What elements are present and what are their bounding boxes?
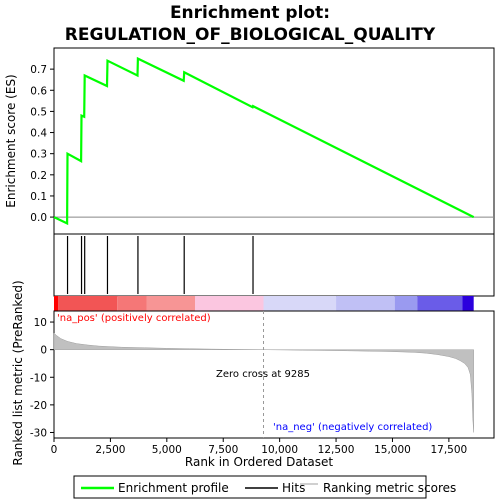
positive-correlation-label: 'na_pos' (positively correlated) [57,313,211,324]
rank-y-axis: 10 0 -10 -20 -30 [30,317,54,439]
zero-cross-label: Zero cross at 9285 [216,369,310,380]
es-panel-frame [53,47,495,235]
x-tick-label: 7,500 [208,444,238,456]
rank-y-tick-label: -10 [30,372,47,384]
es-y-tick-label: 0.5 [30,106,47,118]
colorbar-segment [336,296,395,311]
colorbar-segment [58,296,118,311]
legend-ranking-label: Ranking metric scores [323,481,456,495]
colorbar-segment [462,296,474,311]
enrichment-profile-line [53,56,475,226]
es-y-axis: 0.0 0.1 0.2 0.3 0.4 0.5 0.6 0.7 [30,64,54,224]
colorbar-segment [117,296,147,311]
es-y-tick-label: 0.4 [30,128,47,140]
x-tick-label: 12,500 [318,444,355,456]
hits-marks [66,236,254,294]
colorbar-segment [146,296,196,311]
ranking-metric-area [53,332,474,433]
es-y-tick-label: 0.2 [30,170,47,182]
x-axis-label: Rank in Ordered Dataset [185,455,333,469]
negative-correlation-label: 'na_neg' (negatively correlated) [273,422,432,433]
x-tick-label: 0 [51,444,58,456]
legend-enrichment-label: Enrichment profile [118,481,229,495]
x-tick-label: 2,500 [95,444,125,456]
rank-y-tick-label: 0 [40,345,47,357]
ranking-panel-frame [53,310,495,439]
rank-y-axis-label: Ranked list metric (PreRanked) [11,280,25,465]
legend-hits-label: Hits [282,481,305,495]
x-tick-label: 15,000 [374,444,411,456]
rank-y-tick-label: 10 [34,317,47,329]
x-tick-label: 17,500 [430,444,467,456]
colorbar-segment [195,296,264,311]
rank-colorbar [54,296,474,311]
legend: Enrichment profile Hits Ranking metric s… [73,475,456,499]
rank-y-tick-label: -30 [30,427,47,439]
legend-frame [73,475,427,499]
x-tick-label: 10,000 [261,444,298,456]
hits-panel-frame [53,233,495,297]
es-y-tick-label: 0.1 [30,191,47,203]
colorbar-segment [54,296,59,311]
es-y-tick-label: 0.7 [30,64,47,76]
colorbar-segment [394,296,418,311]
es-y-tick-label: 0.6 [30,85,47,97]
colorbar-segment [417,296,463,311]
x-axis: 0 2,500 5,000 7,500 10,000 12,500 15,000 17,500 [51,438,467,456]
chart-title-line2: REGULATION_OF_BIOLOGICAL_QUALITY [65,25,436,45]
es-y-axis-label: Enrichment score (ES) [4,74,18,207]
rank-y-tick-label: -20 [30,400,47,412]
x-tick-label: 5,000 [152,444,182,456]
chart-title-line1: Enrichment plot: [170,3,330,23]
es-y-tick-label: 0.3 [30,149,47,161]
colorbar-segment [263,296,337,311]
es-y-tick-label: 0.0 [30,212,47,224]
